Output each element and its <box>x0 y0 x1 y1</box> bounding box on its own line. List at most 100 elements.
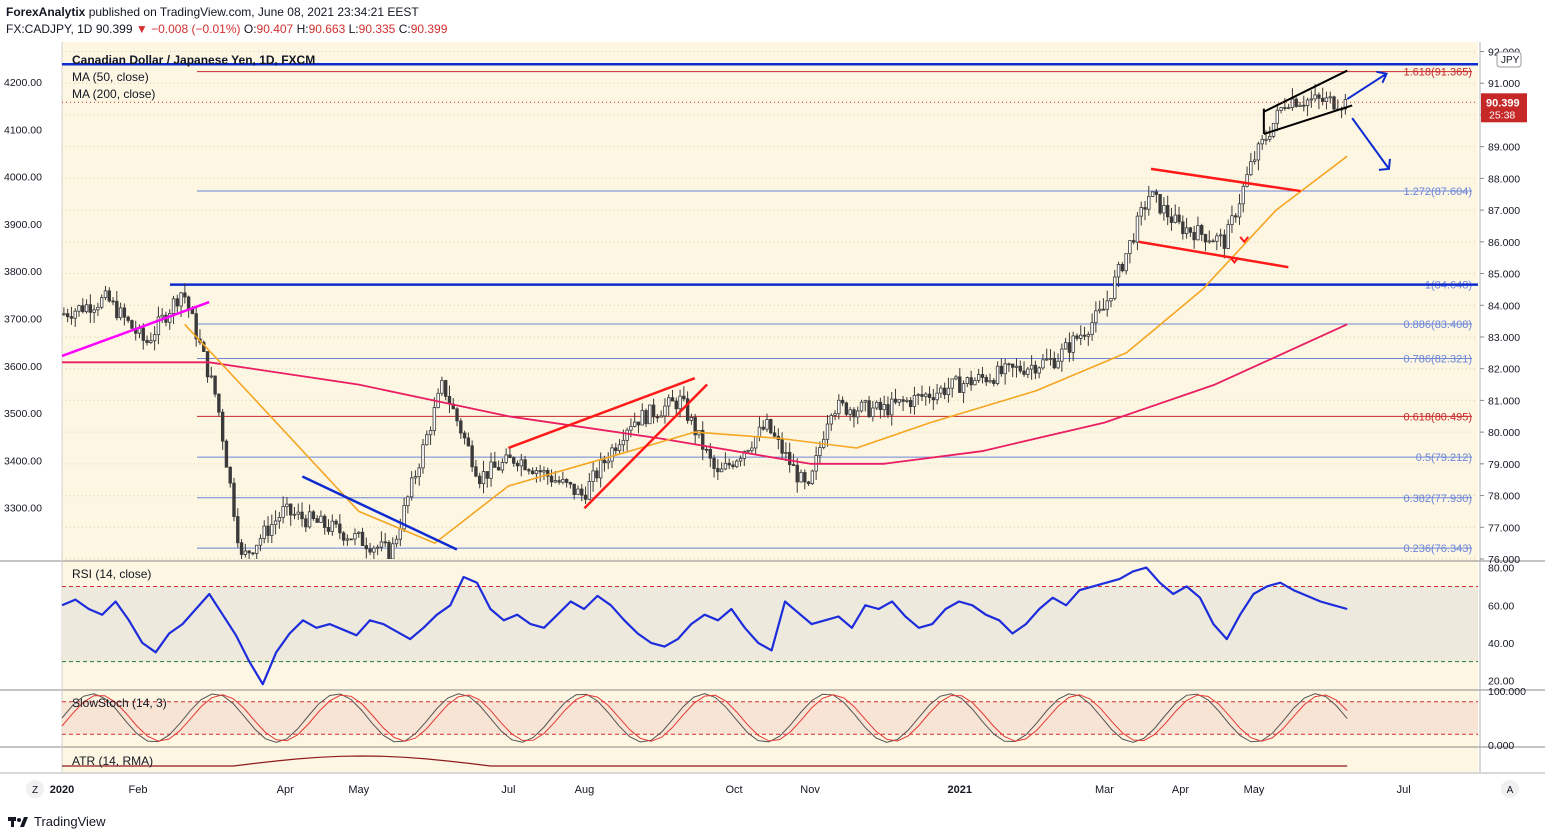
red-channel-lower <box>1138 240 1289 269</box>
candle <box>787 451 792 466</box>
candle <box>289 503 293 516</box>
candle <box>239 542 244 555</box>
open-label: O: <box>243 22 257 36</box>
candle <box>1090 322 1094 335</box>
candle <box>890 398 894 416</box>
candle <box>1150 191 1155 197</box>
candle <box>379 541 384 548</box>
candle <box>1188 227 1193 233</box>
candle <box>999 365 1004 375</box>
candle <box>338 523 342 534</box>
publisher-name[interactable]: ForexAnalytix <box>6 5 86 19</box>
candle <box>194 313 198 340</box>
stoch-band-fill <box>62 701 1478 735</box>
candle <box>530 470 535 475</box>
price-chart[interactable]: 92.00091.00090.00089.00088.00087.00086.0… <box>0 40 1545 810</box>
candle <box>527 469 531 472</box>
candle <box>852 409 856 418</box>
candle <box>364 545 368 550</box>
candle <box>111 300 115 303</box>
candle <box>651 404 656 418</box>
candle <box>1218 234 1223 237</box>
candle <box>504 454 508 463</box>
candle <box>750 447 754 451</box>
candle <box>791 464 796 467</box>
candle <box>360 531 365 547</box>
candle <box>795 464 799 483</box>
candle <box>772 432 777 437</box>
candle <box>217 393 221 413</box>
candle <box>489 461 493 479</box>
candle <box>931 397 936 401</box>
candle <box>625 429 629 441</box>
candle <box>474 466 478 477</box>
candle <box>704 448 709 451</box>
legend-ma50: MA (50, close) <box>72 70 149 84</box>
candle <box>100 297 104 308</box>
candle <box>1230 215 1234 226</box>
footer-brand[interactable]: TradingView <box>34 814 106 829</box>
candle <box>784 451 788 454</box>
red-arrow-icon <box>1239 236 1250 244</box>
left-axis-label: 4000.00 <box>4 172 42 184</box>
candle <box>292 513 297 516</box>
open-value: 90.407 <box>256 22 294 36</box>
candle <box>897 399 901 403</box>
candle <box>156 316 161 336</box>
candle <box>549 475 554 483</box>
candle <box>258 538 263 546</box>
fib-level-label: 0.618(80.495) <box>1404 411 1473 423</box>
candle <box>1181 221 1185 234</box>
candle <box>731 464 735 468</box>
candle <box>353 533 357 540</box>
legend-title: Canadian Dollar / Japanese Yen, 1D, FXCM <box>72 53 315 67</box>
candle <box>1060 348 1064 362</box>
stoch-k-line <box>61 693 1348 743</box>
candle <box>228 466 232 484</box>
tradingview-logo-icon <box>8 815 28 829</box>
candle <box>973 379 977 386</box>
last-price: 90.399 <box>95 22 133 36</box>
currency-badge <box>1496 51 1522 68</box>
candle <box>803 472 807 483</box>
publish-text: published on TradingView.com, June 08, 2… <box>88 5 419 19</box>
candle <box>273 520 278 525</box>
candle <box>863 400 867 403</box>
candle <box>523 459 527 471</box>
zoom-button-label: Z <box>32 785 38 796</box>
candle <box>1169 216 1174 223</box>
candle <box>988 380 992 383</box>
candle <box>1003 363 1007 375</box>
candle <box>1298 104 1302 107</box>
candle <box>685 398 690 421</box>
close-value: 90.399 <box>410 22 448 36</box>
candle <box>368 548 372 553</box>
right-axis-label: 88.000 <box>1488 173 1520 185</box>
candle <box>648 404 652 425</box>
candle <box>670 397 675 402</box>
candle <box>372 547 376 553</box>
candle <box>1097 308 1102 312</box>
candle <box>1143 207 1147 210</box>
candle <box>542 469 546 473</box>
candle <box>319 515 323 523</box>
candle <box>330 520 334 532</box>
candle <box>678 395 682 410</box>
candle <box>818 447 822 456</box>
candle <box>1211 240 1215 243</box>
candle <box>859 401 864 412</box>
candle <box>375 546 380 549</box>
left-axis-label: 3400.00 <box>4 455 42 467</box>
candle <box>311 511 316 519</box>
price-badge-time: 25:38 <box>1489 109 1515 121</box>
time-axis-label: Apr <box>277 784 294 796</box>
candle <box>1007 363 1011 366</box>
candle <box>769 419 773 434</box>
right-axis-label: 80.000 <box>1488 427 1520 439</box>
candle <box>315 518 319 523</box>
candle <box>992 380 996 384</box>
candle <box>118 307 123 319</box>
flag-lower <box>1263 104 1353 135</box>
candle <box>1079 334 1083 339</box>
zoom-button <box>26 780 44 798</box>
